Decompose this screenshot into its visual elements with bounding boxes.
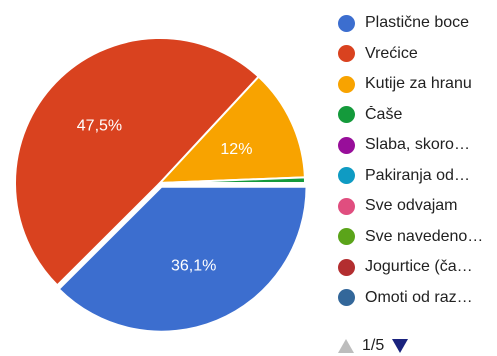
legend-item[interactable]: Kutije za hranu: [338, 69, 497, 100]
legend-label: Omoti od raz…: [365, 288, 473, 306]
legend-label: Čaše: [365, 105, 403, 123]
legend-label: Plastične boce: [365, 14, 470, 32]
legend-color-dot: [338, 14, 355, 32]
legend-label: Slaba, skoro…: [365, 136, 470, 154]
legend-label: Sve odvajam: [365, 197, 458, 215]
legend-color-dot: [338, 136, 355, 154]
legend-item[interactable]: Slaba, skoro…: [338, 130, 497, 161]
legend-item[interactable]: Sve navedeno…: [338, 222, 497, 253]
pie-slice-1[interactable]: [14, 37, 261, 287]
legend-item[interactable]: Jogurtice (ča…: [338, 252, 497, 283]
legend-color-dot: [338, 258, 355, 276]
pie-chart: 36,1% 47,5% 12%: [14, 37, 308, 333]
triangle-down-icon[interactable]: [392, 339, 409, 353]
legend-color-dot: [338, 228, 355, 246]
legend-item[interactable]: Omoti od raz…: [338, 283, 497, 314]
legend-item[interactable]: Vrećice: [338, 39, 497, 70]
legend-color-dot: [338, 75, 355, 93]
legend-item[interactable]: Pakiranja od…: [338, 161, 497, 192]
legend-color-dot: [338, 106, 355, 124]
legend: Plastične boce Vrećice Kutije za hranu Čaše…: [338, 8, 497, 313]
legend-color-dot: [338, 45, 355, 63]
legend-label: Kutije za hranu: [365, 75, 472, 93]
pager-text: 1/5: [362, 337, 385, 354]
slice-label-1: 47,5%: [77, 118, 122, 135]
pie-slice-2[interactable]: [157, 75, 306, 185]
slice-label-0: 36,1%: [171, 257, 216, 274]
legend-item[interactable]: Čaše: [338, 100, 497, 131]
legend-pager: 1/5: [338, 336, 409, 356]
triangle-up-icon[interactable]: [338, 339, 354, 353]
legend-color-dot: [338, 167, 355, 185]
slice-label-2: 12%: [220, 141, 252, 158]
legend-color-dot: [338, 197, 355, 215]
pie-slice-3[interactable]: [159, 176, 307, 184]
pie-slice-0[interactable]: [57, 185, 308, 333]
legend-item[interactable]: Sve odvajam: [338, 191, 497, 222]
legend-label: Jogurtice (ča…: [365, 258, 473, 276]
legend-label: Pakiranja od…: [365, 166, 470, 184]
legend-label: Sve navedeno…: [365, 227, 484, 245]
legend-label: Vrećice: [365, 44, 418, 62]
legend-item[interactable]: Plastične boce: [338, 8, 497, 39]
legend-color-dot: [338, 289, 355, 307]
